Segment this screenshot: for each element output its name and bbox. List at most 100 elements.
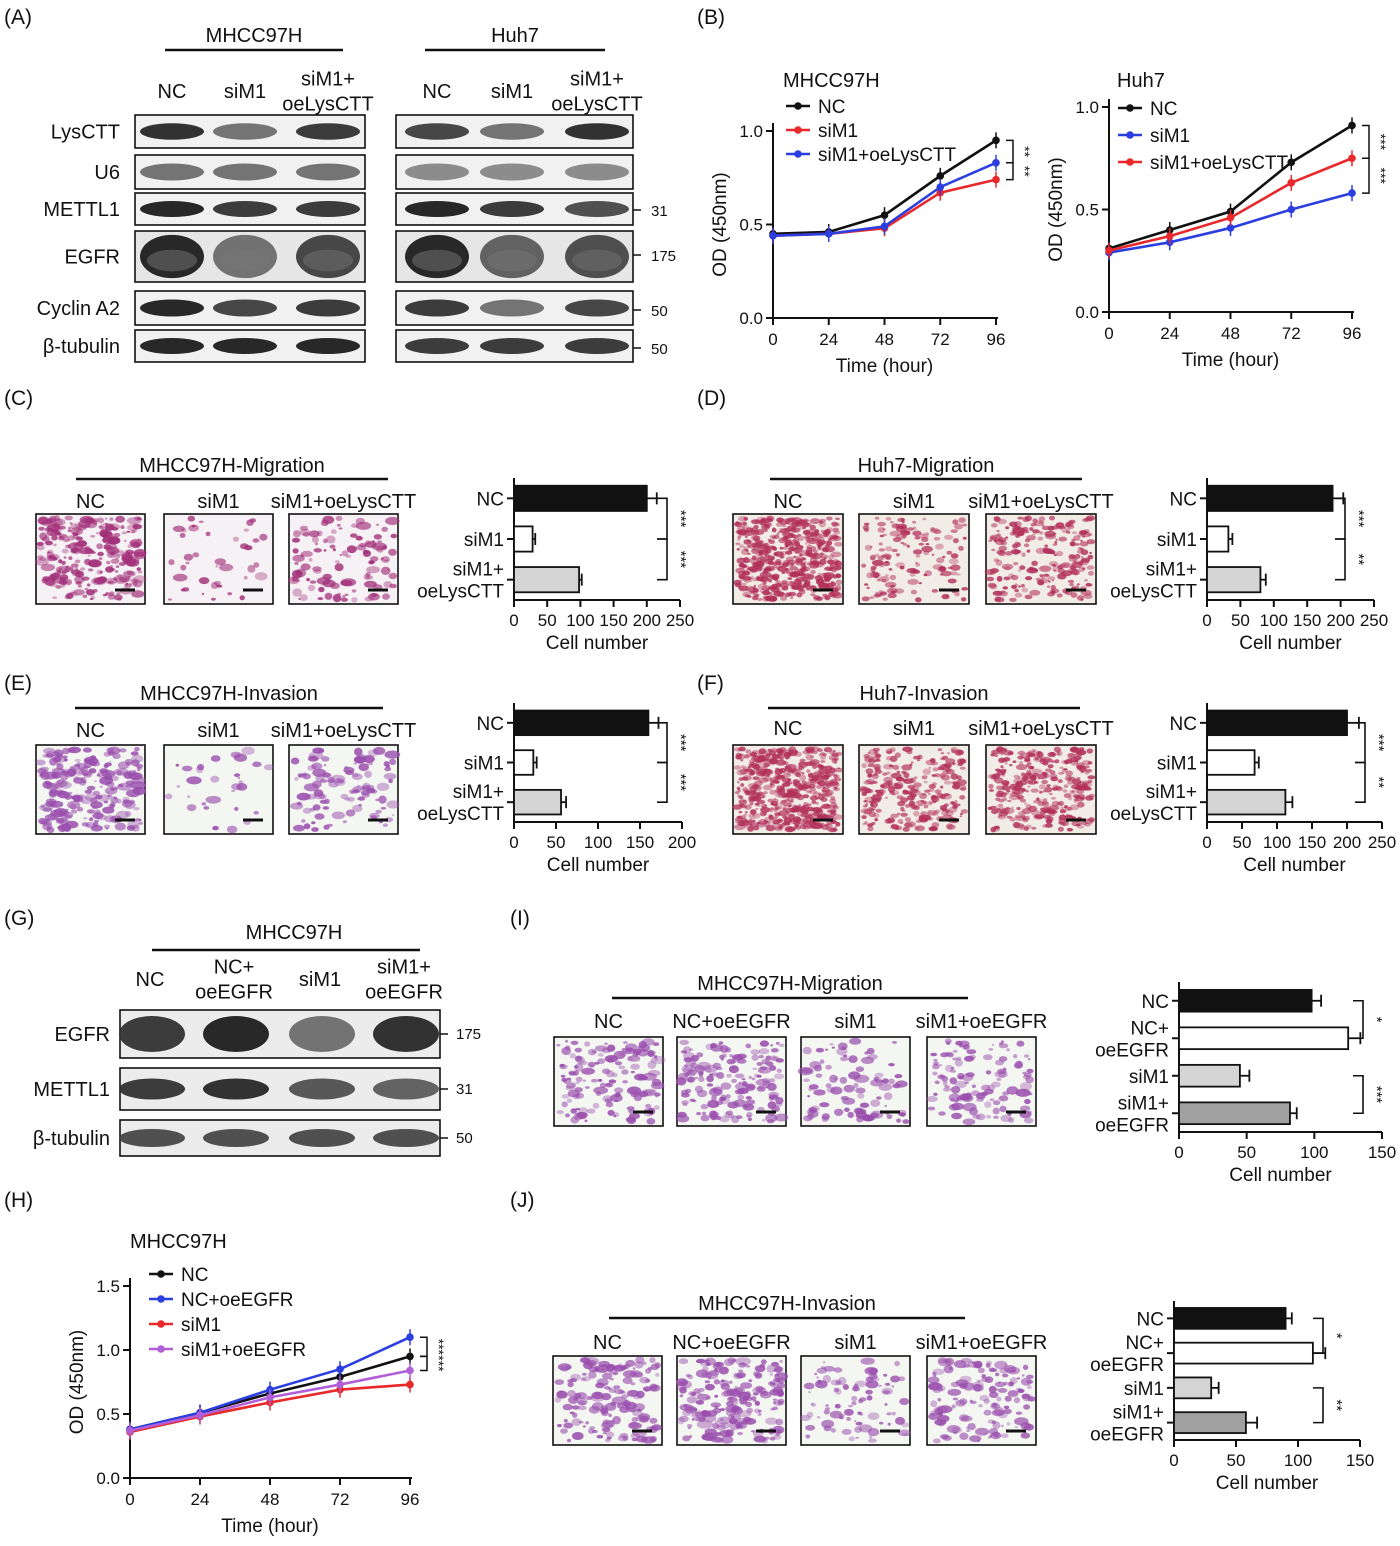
x-tick-label: 150 bbox=[1368, 1143, 1396, 1162]
stained-cell bbox=[941, 774, 950, 781]
stained-cell bbox=[772, 1386, 784, 1395]
stained-cell bbox=[1027, 779, 1038, 785]
stained-cell bbox=[649, 1357, 656, 1364]
stained-cell bbox=[176, 785, 181, 788]
stained-cell bbox=[1060, 563, 1066, 569]
stained-cell bbox=[335, 515, 343, 522]
stained-cell bbox=[964, 1081, 969, 1084]
stained-cell bbox=[714, 1432, 722, 1436]
stained-cell bbox=[376, 523, 379, 526]
stained-cell bbox=[747, 586, 759, 594]
panel-title: MHCC97H-Invasion bbox=[140, 683, 318, 705]
stained-cell bbox=[129, 557, 140, 563]
stained-cell bbox=[696, 1393, 711, 1401]
stained-cell bbox=[957, 1072, 965, 1080]
blot-band bbox=[480, 299, 544, 317]
stained-cell bbox=[776, 1429, 782, 1434]
stained-cell bbox=[1017, 755, 1024, 760]
stained-cell bbox=[728, 1413, 742, 1421]
category-label: siM1+ bbox=[453, 782, 504, 803]
stained-cell bbox=[294, 562, 299, 565]
stained-cell bbox=[757, 540, 764, 545]
stained-cell bbox=[860, 1357, 875, 1365]
sig-stars: *** bbox=[672, 510, 689, 528]
stained-cell bbox=[99, 785, 103, 788]
bar bbox=[1178, 1101, 1291, 1126]
stained-cell bbox=[862, 788, 866, 791]
stained-cell bbox=[784, 826, 795, 833]
stained-cell bbox=[630, 1432, 641, 1440]
stained-cell bbox=[1021, 587, 1029, 593]
stained-cell bbox=[114, 554, 120, 560]
stained-cell bbox=[883, 1373, 888, 1377]
stained-cell bbox=[746, 595, 752, 598]
stained-cell bbox=[922, 533, 925, 536]
stained-cell bbox=[927, 1376, 940, 1384]
stained-cell bbox=[734, 1385, 738, 1389]
stained-cell bbox=[1020, 772, 1026, 777]
stained-cell bbox=[825, 1404, 829, 1407]
condition-label: siM1+oeLysCTT bbox=[271, 491, 416, 513]
stained-cell bbox=[892, 1041, 897, 1044]
stained-cell bbox=[123, 539, 127, 543]
stained-cell bbox=[953, 784, 960, 791]
stained-cell bbox=[319, 799, 328, 804]
stained-cell bbox=[776, 532, 780, 535]
stained-cell bbox=[104, 775, 113, 781]
stained-cell bbox=[113, 577, 117, 581]
stained-cell bbox=[994, 754, 999, 758]
stained-cell bbox=[984, 1376, 994, 1383]
mw-marker: 50 bbox=[456, 1130, 473, 1147]
category-label: oeLysCTT bbox=[417, 582, 504, 603]
stained-cell bbox=[787, 593, 792, 596]
stained-cell bbox=[933, 529, 942, 535]
stained-cell bbox=[1009, 597, 1017, 603]
sig-bracket bbox=[1335, 538, 1346, 581]
stained-cell bbox=[910, 789, 921, 796]
stained-cell bbox=[744, 813, 748, 816]
stained-cell bbox=[106, 560, 111, 565]
stained-cell bbox=[853, 1082, 859, 1088]
legend-marker bbox=[1126, 104, 1134, 112]
stained-cell bbox=[945, 810, 954, 817]
stained-cell bbox=[788, 813, 795, 817]
stained-cell bbox=[1027, 1110, 1032, 1115]
stained-cell bbox=[1071, 820, 1082, 827]
stained-cell bbox=[630, 1063, 640, 1070]
stained-cell bbox=[913, 549, 923, 555]
stained-cell bbox=[1071, 561, 1083, 569]
stained-cell bbox=[864, 583, 869, 586]
x-tick-label: 96 bbox=[1343, 324, 1362, 343]
stained-cell bbox=[950, 1381, 960, 1388]
stained-cell bbox=[742, 521, 747, 526]
stained-cell bbox=[772, 754, 780, 760]
stained-cell bbox=[300, 550, 313, 558]
stained-cell bbox=[1068, 554, 1076, 559]
stained-cell bbox=[927, 1106, 936, 1111]
stained-cell bbox=[380, 566, 391, 575]
bar bbox=[1178, 1063, 1241, 1088]
stained-cell bbox=[819, 775, 824, 778]
legend-entry: siM1 bbox=[1150, 126, 1190, 147]
stained-cell bbox=[205, 795, 222, 804]
stained-cell bbox=[772, 1382, 776, 1386]
stained-cell bbox=[104, 523, 109, 526]
sig-bracket bbox=[420, 1355, 428, 1372]
stained-cell bbox=[948, 1103, 960, 1111]
stained-cell bbox=[993, 516, 1001, 522]
stained-cell bbox=[789, 751, 798, 757]
stained-cell bbox=[1010, 574, 1019, 581]
stained-cell bbox=[1084, 770, 1090, 775]
stained-cell bbox=[568, 1396, 579, 1404]
stained-cell bbox=[738, 795, 744, 800]
stained-cell bbox=[740, 523, 746, 527]
stained-cell bbox=[986, 1114, 992, 1119]
stained-cell bbox=[772, 562, 778, 566]
stained-cell bbox=[1072, 531, 1077, 535]
stained-cell bbox=[69, 592, 78, 597]
y-tick-label: 1.5 bbox=[96, 1277, 120, 1296]
stained-cell bbox=[570, 1373, 582, 1381]
stained-cell bbox=[753, 1073, 759, 1078]
stained-cell bbox=[571, 1418, 582, 1426]
stained-cell bbox=[774, 812, 781, 817]
